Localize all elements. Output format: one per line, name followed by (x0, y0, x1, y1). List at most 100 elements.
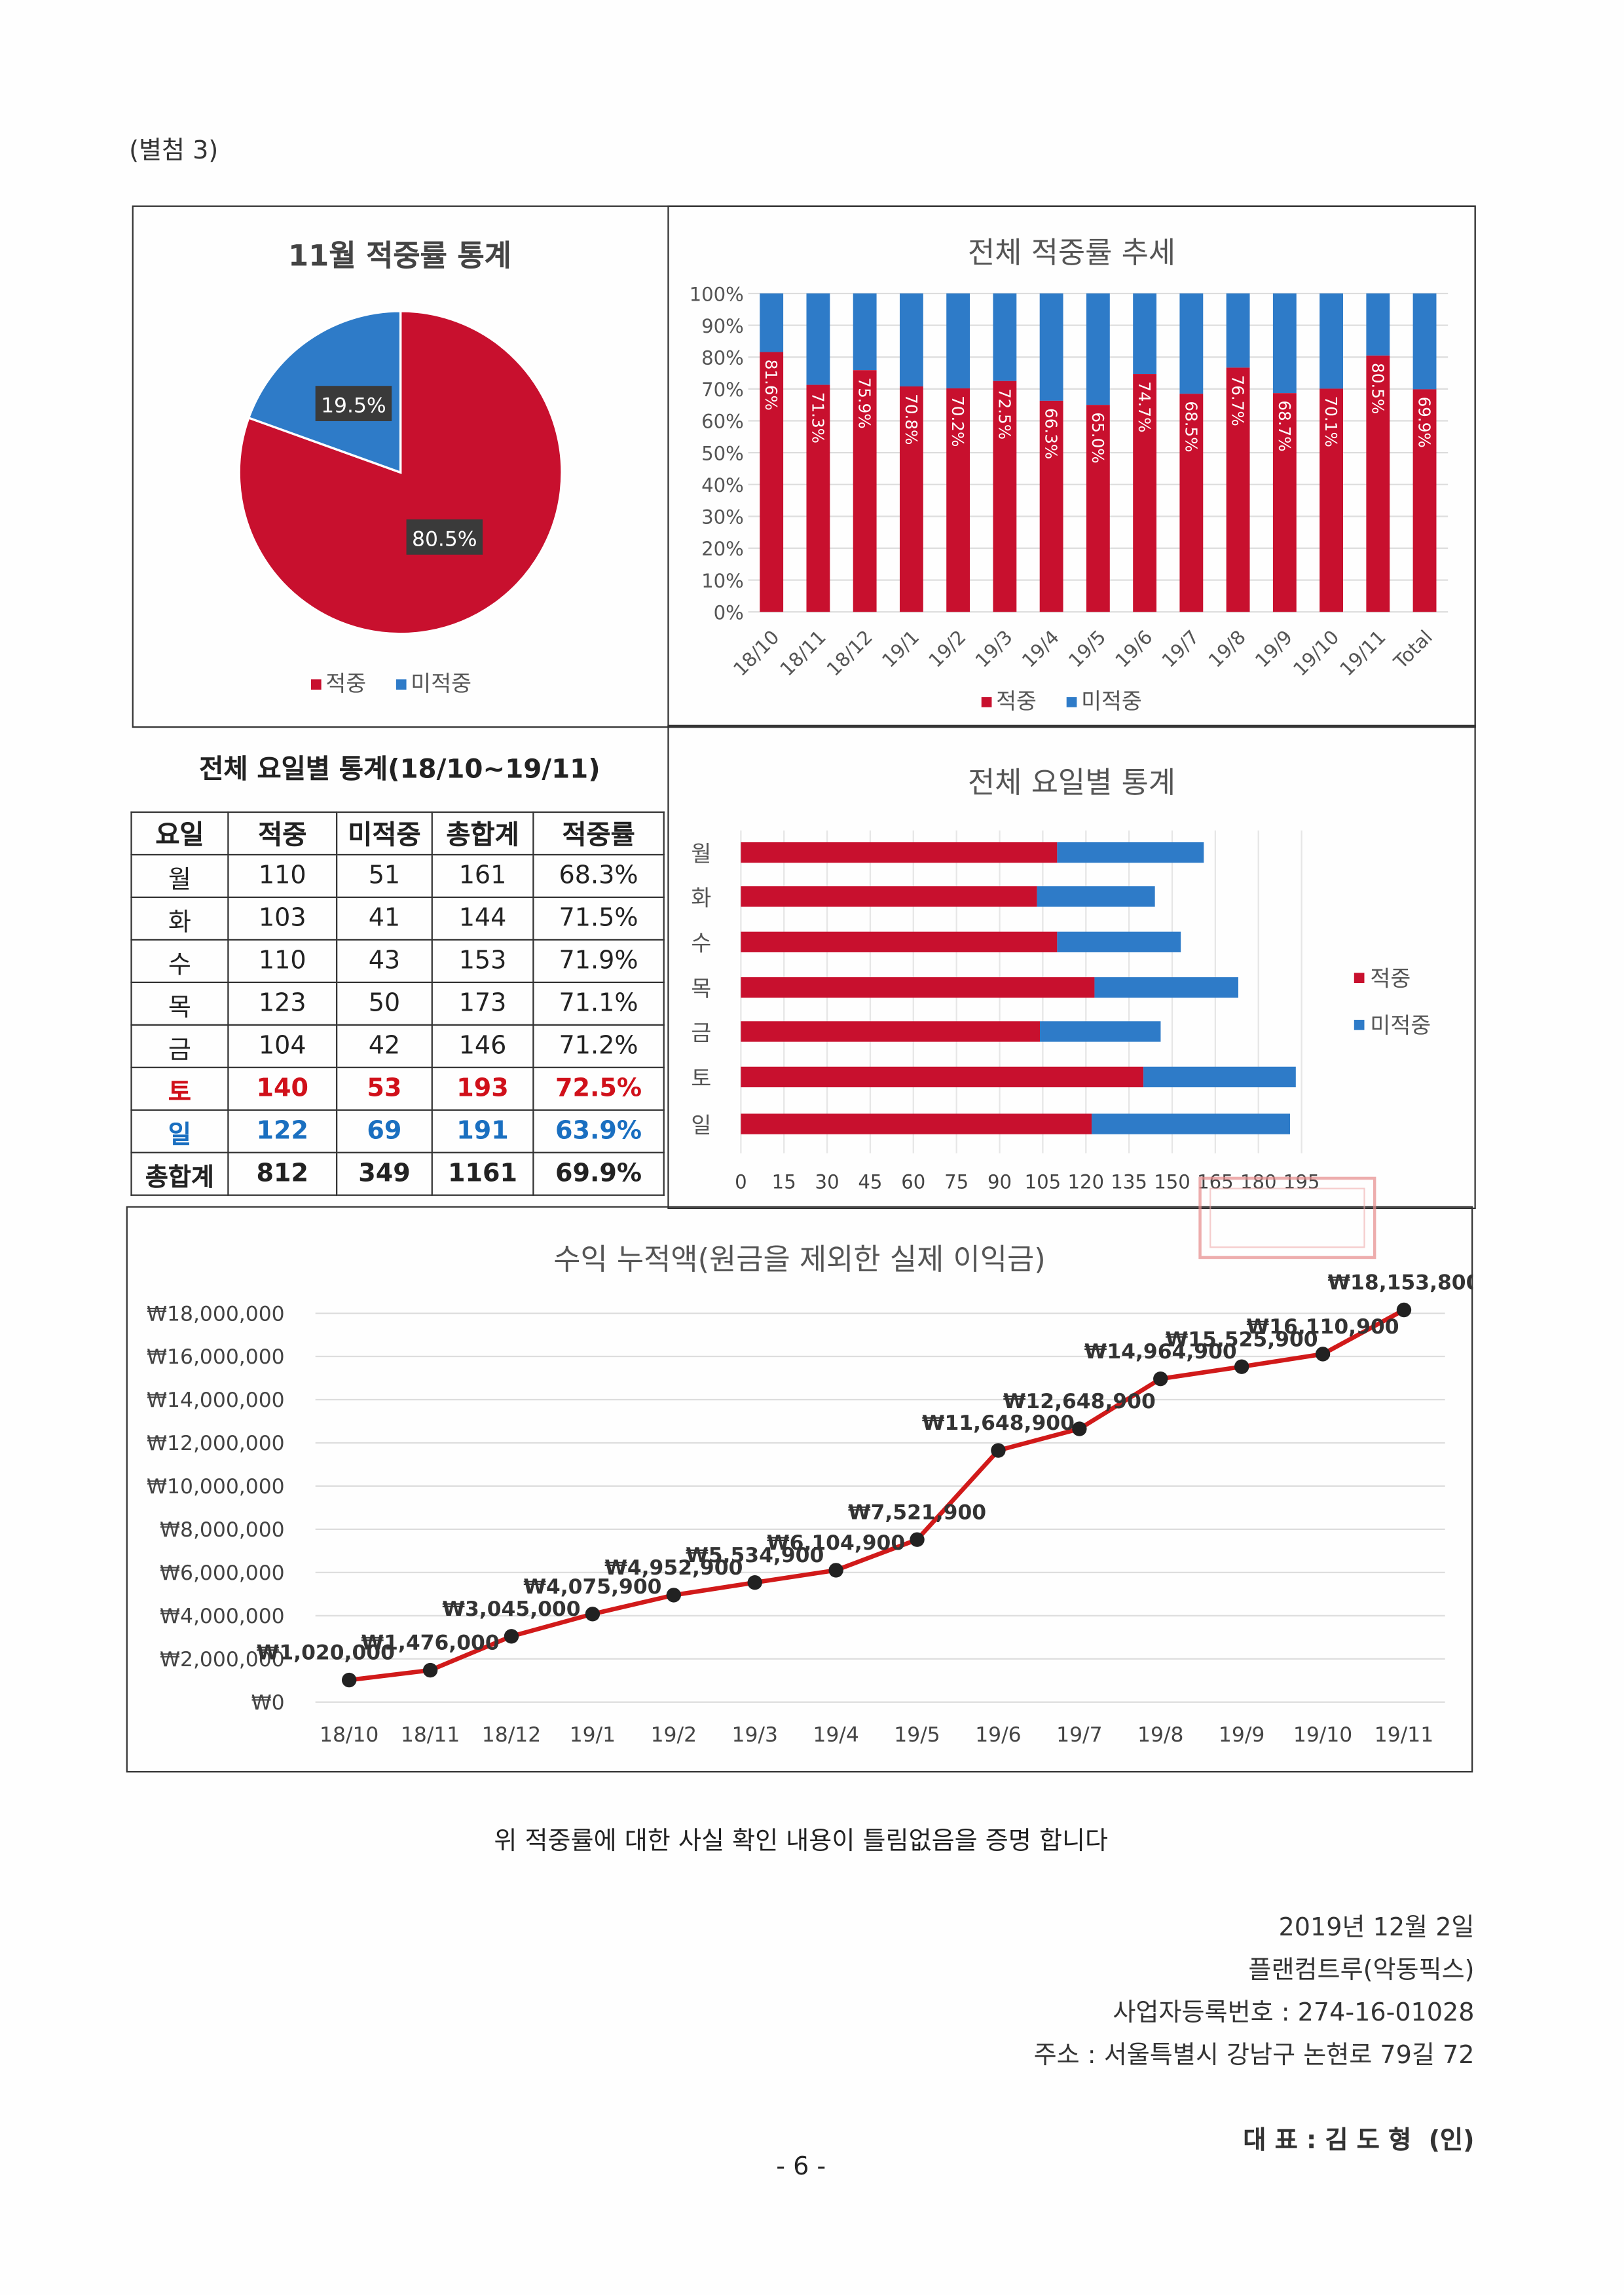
data-label: 70.1% (1321, 396, 1340, 447)
data-label: 76.7% (1228, 375, 1247, 426)
table-cell: 104 (227, 1024, 338, 1068)
weekday-table-title: 전체 요일별 통계(18/10~19/11) (199, 754, 600, 785)
bar-hit (806, 384, 830, 612)
bar-hit (760, 352, 784, 612)
data-label: ₩6,104,900 (767, 1531, 905, 1555)
bar-miss (1092, 1113, 1291, 1134)
y-tick-label: ₩4,000,000 (160, 1605, 285, 1628)
table-cell: 63.9% (532, 1109, 665, 1153)
issue-date: 2019년 12월 2일 (1278, 1913, 1475, 1943)
x-tick-label: 19/4 (1018, 625, 1063, 671)
x-tick-label: 18/11 (401, 1723, 460, 1747)
table-cell: 173 (431, 981, 534, 1026)
bar-hit (1086, 405, 1110, 612)
data-point (1153, 1371, 1168, 1387)
table-cell: 146 (431, 1024, 534, 1068)
x-tick-label: 18/12 (822, 625, 877, 680)
bar-hit (741, 931, 1058, 952)
data-label: ₩5,534,900 (686, 1544, 824, 1567)
bar-miss (1037, 886, 1155, 907)
weekday-chart-title: 전체 요일별 통계 (968, 764, 1176, 800)
y-tick-label: 100% (690, 283, 744, 305)
profit-title: 수익 누적액(원금을 제외한 실제 이익금) (553, 1241, 1046, 1277)
bar-miss (806, 293, 830, 385)
y-tick-label: 60% (701, 411, 744, 433)
x-tick-label: 19/9 (1219, 1723, 1264, 1747)
bar-miss (1412, 293, 1437, 390)
legend-swatch-miss (396, 679, 407, 690)
y-tick-label: 90% (701, 315, 744, 337)
x-tick-label: 19/1 (570, 1723, 616, 1747)
x-tick-label: 120 (1067, 1171, 1104, 1193)
table-cell: 미적중 (336, 811, 433, 856)
data-label: 75.9% (855, 377, 874, 428)
legend-label-hit: 적중 (1370, 965, 1411, 991)
y-tick-label: ₩8,000,000 (160, 1518, 285, 1542)
y-tick-label: ₩16,000,000 (147, 1345, 285, 1369)
table-cell: 41 (336, 896, 433, 941)
x-tick-label: Total (1389, 625, 1437, 673)
data-point (1396, 1302, 1412, 1318)
y-tick-label: 20% (701, 538, 744, 560)
table-cell: 153 (431, 939, 534, 984)
y-tick-label: ₩12,000,000 (147, 1432, 285, 1455)
table-cell: 110 (227, 853, 338, 899)
data-label: ₩11,648,900 (922, 1411, 1075, 1435)
table-cell: 51 (336, 853, 433, 899)
table-cell: 191 (431, 1109, 534, 1153)
table-cell: 총합계 (431, 811, 534, 856)
table-cell: 349 (336, 1151, 433, 1196)
table-cell: 일 (130, 1109, 229, 1153)
x-tick-label: 19/10 (1293, 1723, 1352, 1747)
bar-hit (741, 886, 1037, 907)
table-row: 월 110 51 161 68.3% (130, 853, 665, 899)
data-point (1234, 1359, 1249, 1374)
bar-hit (741, 1066, 1144, 1088)
legend-label-hit: 적중 (996, 688, 1037, 714)
attachment-label: (별첨 3) (129, 136, 219, 166)
x-tick-label: 150 (1154, 1171, 1190, 1193)
legend-label-hit: 적중 (325, 671, 366, 696)
data-label: 65.0% (1088, 412, 1107, 463)
data-point (910, 1532, 925, 1547)
x-tick-label: 195 (1283, 1171, 1320, 1193)
bar-hit (1179, 394, 1204, 612)
y-tick-label: 10% (701, 570, 744, 592)
table-row: 수 110 43 153 71.9% (130, 939, 665, 984)
table-cell: 월 (130, 853, 229, 899)
x-tick-label: 19/4 (813, 1723, 858, 1747)
x-tick-label: 19/2 (924, 625, 970, 671)
bar-miss (1133, 293, 1157, 375)
table-cell: 122 (227, 1109, 338, 1153)
table-cell: 금 (130, 1024, 229, 1068)
certification-statement: 위 적중률에 대한 사실 확인 내용이 틀림없음을 증명 합니다 (494, 1827, 1109, 1856)
trend-frame (667, 205, 1476, 728)
table-row: 금 104 42 146 71.2% (130, 1024, 665, 1068)
pie-title: 11월 적중률 통계 (288, 237, 511, 273)
bar-hit (741, 1113, 1092, 1134)
table-row: 목 123 50 173 71.1% (130, 981, 665, 1026)
table-cell: 110 (227, 939, 338, 984)
x-tick-label: 19/5 (1064, 625, 1110, 671)
bar-miss (1366, 293, 1390, 356)
table-cell: 적중 (227, 811, 338, 856)
x-tick-label: 19/11 (1375, 1723, 1433, 1747)
table-cell: 총합계 (130, 1151, 229, 1196)
bar-hit (946, 388, 970, 612)
x-tick-label: 18/11 (775, 625, 830, 680)
table-cell: 140 (227, 1066, 338, 1111)
table-cell: 123 (227, 981, 338, 1026)
data-label: 68.7% (1275, 400, 1294, 451)
company-address: 주소 : 서울특별시 강남구 논현로 79길 72 (1033, 2041, 1475, 2071)
table-cell: 161 (431, 853, 534, 899)
table-cell: 71.1% (532, 981, 665, 1026)
bar-miss (1094, 977, 1238, 998)
table-cell: 71.9% (532, 939, 665, 984)
x-tick-label: 30 (815, 1171, 840, 1193)
x-tick-label: 165 (1197, 1171, 1234, 1193)
bar-hit (741, 1021, 1041, 1042)
bar-hit (1412, 389, 1437, 612)
bar-miss (1039, 293, 1063, 401)
bar-hit (741, 842, 1058, 863)
